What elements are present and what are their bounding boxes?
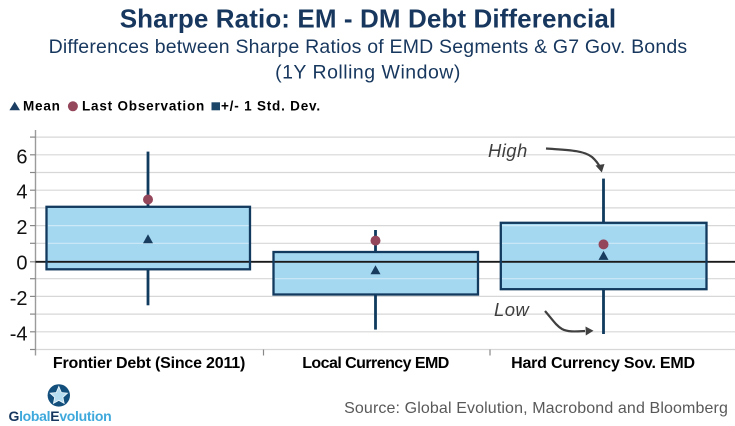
svg-text:Sharpe Ratio: EM - DM Debt Dif: Sharpe Ratio: EM - DM Debt Differencial: [120, 4, 617, 34]
svg-text:-4: -4: [10, 323, 28, 345]
svg-text:-2: -2: [10, 288, 28, 310]
svg-text:Mean: Mean: [23, 98, 61, 113]
svg-text:Source: Global Evolution, Macr: Source: Global Evolution, Macrobond and …: [344, 400, 728, 417]
svg-text:+/- 1 Std. Dev.: +/- 1 Std. Dev.: [221, 98, 321, 113]
svg-text:Frontier Debt (Since 2011): Frontier Debt (Since 2011): [53, 355, 245, 372]
svg-text:4: 4: [16, 182, 27, 204]
svg-text:6: 6: [16, 146, 27, 168]
svg-text:High: High: [488, 140, 528, 161]
svg-text:(1Y Rolling Window): (1Y Rolling Window): [275, 62, 461, 84]
svg-text:Hard Currency Sov. EMD: Hard Currency Sov. EMD: [511, 355, 695, 372]
svg-text:Last Observation: Last Observation: [82, 98, 205, 113]
svg-text:2: 2: [16, 217, 27, 239]
svg-text:Low: Low: [494, 299, 530, 320]
svg-text:0: 0: [16, 253, 27, 275]
svg-text:GlobalEvolution: GlobalEvolution: [9, 408, 112, 424]
svg-text:Differences between Sharpe Rat: Differences between Sharpe Ratios of EMD…: [49, 36, 688, 58]
svg-text:Local Currency EMD: Local Currency EMD: [302, 355, 449, 372]
